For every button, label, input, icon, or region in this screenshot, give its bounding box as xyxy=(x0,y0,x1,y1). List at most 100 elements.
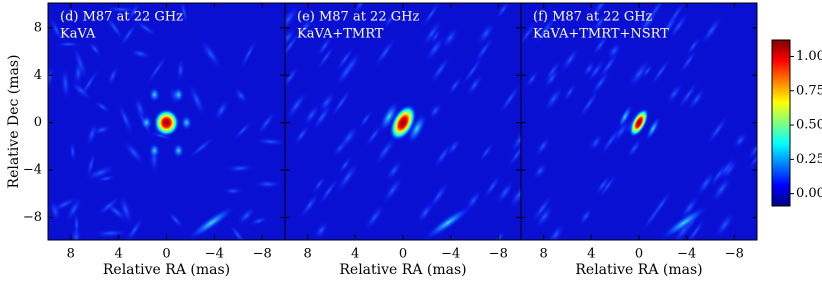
sidelobe xyxy=(678,47,699,76)
sidelobe xyxy=(461,54,484,87)
colorbar-tick-label: 0.75 xyxy=(796,83,822,98)
panel-image xyxy=(285,3,521,240)
sidelobe xyxy=(482,173,502,200)
sidelobe xyxy=(384,158,403,183)
x-tick-label: −4 xyxy=(441,247,460,262)
sidelobe xyxy=(416,200,435,225)
sidelobe xyxy=(49,16,64,43)
sidelobe xyxy=(373,134,398,167)
sidelobe xyxy=(95,174,118,183)
sidelobe xyxy=(91,228,130,238)
sidelobe xyxy=(232,119,253,141)
sidelobe xyxy=(187,82,207,118)
sidelobe xyxy=(285,65,300,90)
sidelobe xyxy=(117,101,134,137)
x-tick-label: 4 xyxy=(114,247,122,262)
sidelobe xyxy=(293,123,311,147)
sidelobe xyxy=(592,13,608,33)
sidelobe xyxy=(69,79,93,102)
sidelobe xyxy=(521,20,538,47)
sidelobe xyxy=(441,26,460,50)
sidelobe xyxy=(238,36,259,72)
sidelobe xyxy=(86,150,96,179)
panel-image xyxy=(48,3,285,240)
sidelobe xyxy=(91,124,113,136)
sidelobe xyxy=(709,161,729,189)
sidelobe xyxy=(140,114,153,131)
panel-title: (e) M87 at 22 GHz xyxy=(297,10,419,25)
sidelobe xyxy=(353,3,368,15)
colorbar xyxy=(771,39,791,207)
sidelobe xyxy=(427,102,443,120)
sidelobe xyxy=(586,58,606,84)
sidelobe xyxy=(96,195,121,217)
main-lobe xyxy=(629,108,649,138)
sidelobe xyxy=(334,57,357,87)
sidelobe xyxy=(746,136,757,163)
sidelobe xyxy=(476,21,496,46)
y-tick-label: −8 xyxy=(23,210,42,225)
x-tick-label: −8 xyxy=(489,247,508,262)
sidelobe xyxy=(714,211,736,239)
sidelobe xyxy=(285,26,297,48)
sidelobe xyxy=(685,35,702,57)
sidelobe xyxy=(127,3,141,22)
sidelobe xyxy=(285,89,309,122)
colorbar-tick-label: 0.25 xyxy=(796,152,822,167)
sidelobe xyxy=(636,7,660,37)
sidelobe xyxy=(180,114,193,131)
sidelobe xyxy=(446,137,462,157)
panel-title: (f) M87 at 22 GHz xyxy=(533,10,653,25)
sidelobe xyxy=(597,172,618,200)
sidelobe xyxy=(315,42,337,73)
sidelobe xyxy=(69,140,77,163)
sidelobe xyxy=(667,11,690,41)
sidelobe xyxy=(172,142,185,159)
sidelobe xyxy=(532,161,548,181)
sidelobe xyxy=(224,163,256,173)
sidelobe xyxy=(447,75,463,97)
sidelobe xyxy=(335,44,356,73)
sidelobe xyxy=(363,202,386,232)
x-tick-label: −8 xyxy=(725,247,744,262)
sidelobe xyxy=(285,4,300,34)
sidelobe xyxy=(645,115,661,142)
panel-image xyxy=(521,3,757,240)
x-axis-label: Relative RA (mas) xyxy=(339,262,466,278)
sidelobe xyxy=(103,13,126,42)
colorbar-tick-label: 0.50 xyxy=(796,118,822,133)
sidelobe xyxy=(124,215,145,240)
sidelobe xyxy=(710,173,733,205)
y-tick-label: 0 xyxy=(34,115,42,130)
sidelobe xyxy=(118,193,134,227)
sidelobe xyxy=(383,10,398,29)
sidelobe xyxy=(335,160,360,194)
sidelobe xyxy=(299,190,321,220)
streak xyxy=(423,204,473,240)
sidelobe xyxy=(562,82,577,102)
sidelobe xyxy=(70,226,83,240)
sidelobe xyxy=(93,100,112,114)
sidelobe xyxy=(364,122,384,149)
x-tick-label: 8 xyxy=(540,247,548,262)
x-tick-label: 4 xyxy=(351,247,359,262)
sidelobe xyxy=(106,65,119,87)
sidelobe xyxy=(172,86,185,103)
streak xyxy=(186,204,237,240)
panel-title: (d) M87 at 22 GHz xyxy=(60,10,183,25)
x-tick-label: 8 xyxy=(67,247,75,262)
sidelobe xyxy=(145,53,169,86)
sidelobe xyxy=(534,203,555,230)
sidelobe xyxy=(248,215,270,227)
y-tick-label: 4 xyxy=(34,68,42,83)
streak xyxy=(659,204,709,240)
sidelobe xyxy=(507,179,521,211)
sidelobe xyxy=(509,125,521,155)
sidelobe xyxy=(732,131,748,150)
x-tick-label: −4 xyxy=(205,247,224,262)
sidelobe xyxy=(428,54,452,86)
sidelobe xyxy=(337,155,353,176)
sidelobe xyxy=(213,97,231,123)
sidelobe xyxy=(88,40,102,58)
sidelobe xyxy=(285,29,302,62)
